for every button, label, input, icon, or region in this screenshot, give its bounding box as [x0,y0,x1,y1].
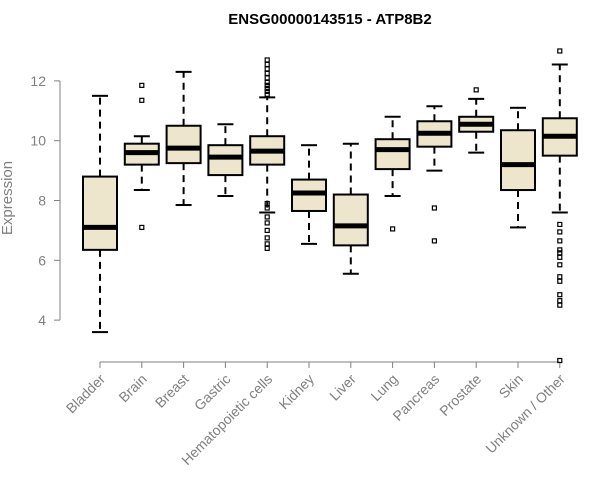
outlier-point [431,205,437,211]
x-tick-label: Prostate [436,371,484,419]
outlier-point [264,82,270,88]
outlier-point [557,292,563,298]
y-tick-label: 10 [30,133,46,149]
outlier-point [139,82,145,88]
box-hematopoietic-cells [249,57,286,251]
outlier-point [557,254,563,260]
outlier-point [390,226,396,232]
outlier-point [264,75,270,81]
outlier-point [264,61,270,68]
outlier-point [264,88,270,94]
iqr-box [500,129,536,192]
box-liver [332,142,369,275]
box-skin [500,106,536,229]
iqr-box [332,193,369,247]
outlier-point [557,238,563,244]
outlier-point [264,91,270,97]
outlier-point [264,205,270,211]
box-brain [123,82,160,231]
outlier-point [557,298,563,304]
box-lung [374,115,411,232]
box-kidney [291,144,327,245]
outlier-point [557,262,563,268]
outlier-point [264,79,270,85]
outlier-point [264,241,270,247]
iqr-box [165,124,202,165]
iqr-box [374,138,411,171]
outlier-point [139,224,145,231]
outlier-point [557,278,563,284]
outlier-point [139,97,145,103]
outlier-point [557,247,563,253]
y-axis-label: Expression [0,161,16,235]
x-tick-label: Kidney [276,371,318,413]
box-gastric [207,123,244,198]
outlier-point [264,57,270,63]
outlier-point [557,229,563,235]
outlier-point [557,48,563,54]
x-tick-label: Brain [115,371,149,405]
y-tick-label: 6 [38,252,46,268]
outlier-point [264,245,270,251]
box-pancreas [416,105,453,244]
chart-title: ENSG00000143515 - ATP8B2 [228,11,431,28]
x-tick-label: Bladder [63,371,109,417]
iqr-box [82,175,118,251]
y-tick-label: 8 [38,193,46,209]
outlier-point [264,227,270,234]
outlier-point [264,235,270,241]
outlier-point [557,302,563,308]
outlier-point [264,70,270,77]
outlier-point [264,214,270,220]
x-tick-label: Breast [152,371,192,411]
x-tick-label: Lung [367,371,400,404]
boxes-group [82,48,578,364]
x-tick-label: Liver [326,371,359,404]
outlier-point [557,221,563,228]
y-tick-label: 4 [38,312,46,328]
box-prostate [458,87,495,154]
y-axis: 4 6 8 10 12 [30,73,61,328]
box-unknown-other [541,48,578,364]
x-tick-label: Skin [496,371,527,402]
outlier-point [473,87,479,93]
iqr-box [207,144,244,177]
y-tick-label: 12 [30,73,46,89]
box-breast [165,70,202,206]
outlier-point [431,238,437,244]
outlier-point [264,66,270,72]
outlier-point [557,357,563,364]
outlier-point [557,274,563,280]
x-tick-label: Unknown / Other [482,371,568,457]
outlier-point [264,220,270,226]
box-bladder [82,94,118,334]
outlier-point [264,85,270,91]
